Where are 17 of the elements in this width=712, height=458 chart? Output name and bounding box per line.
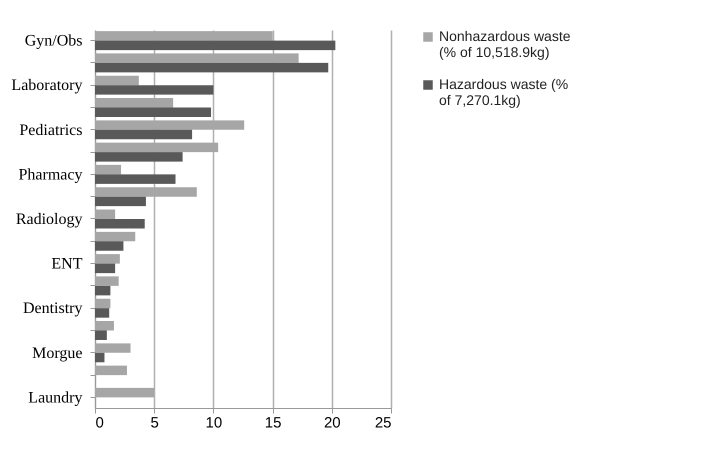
y-tick-label: Morgue <box>32 344 82 362</box>
legend-label: Nonhazardous waste (% of 10,518.9kg) <box>439 28 571 60</box>
y-tick-label: Laundry <box>28 389 82 406</box>
y-tick-label: Dentistry <box>22 300 82 318</box>
x-tick-label: 0 <box>96 414 104 432</box>
x-tick-label: 10 <box>206 414 222 432</box>
x-tick-label: 15 <box>264 414 282 432</box>
x-tick-label: 20 <box>324 414 341 432</box>
x-tick-label: 5 <box>150 414 159 432</box>
y-tick-label: Gyn/Obs <box>24 32 82 50</box>
y-tick-label: Radiology <box>16 211 82 228</box>
y-tick-label: Pharmacy <box>18 166 82 184</box>
y-tick-label: ENT <box>51 256 83 273</box>
x-tick-label: 25 <box>374 414 392 432</box>
y-tick-label: Pediatrics <box>19 122 82 139</box>
y-tick-label: Laboratory <box>11 77 82 94</box>
legend-label: Hazardous waste (% of 7,270.1kg) <box>439 76 568 108</box>
